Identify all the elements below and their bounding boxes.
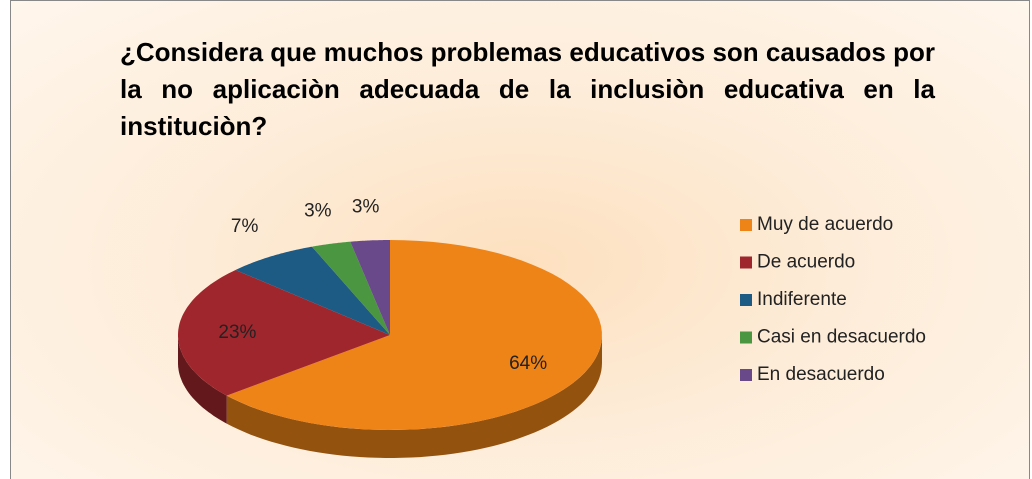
legend-label: Casi en desacuerdo [757, 327, 926, 348]
data-label: 3% [352, 197, 380, 218]
legend-label: En desacuerdo [757, 364, 885, 385]
legend-label: Indiferente [757, 289, 847, 310]
legend-swatch [740, 331, 752, 344]
data-label: 7% [231, 216, 259, 237]
pie-side [226, 335, 602, 458]
legend-label: Muy de acuerdo [757, 214, 893, 235]
data-label: 64% [509, 353, 547, 374]
legend-swatch [740, 219, 752, 231]
pie-slice [235, 246, 390, 335]
legend-label: De acuerdo [757, 252, 855, 273]
pie-slice [350, 240, 390, 335]
legend-swatch [740, 369, 752, 381]
legend-swatch [740, 294, 752, 306]
pie-slice [226, 240, 602, 430]
pie-side [178, 335, 227, 424]
data-label: 23% [218, 322, 256, 343]
data-label: 3% [304, 201, 332, 222]
pie-slice [312, 241, 390, 335]
legend-swatch [740, 256, 752, 269]
pie-slice [178, 270, 390, 396]
chart-title: ¿Considera que muchos problemas educativ… [120, 37, 935, 141]
